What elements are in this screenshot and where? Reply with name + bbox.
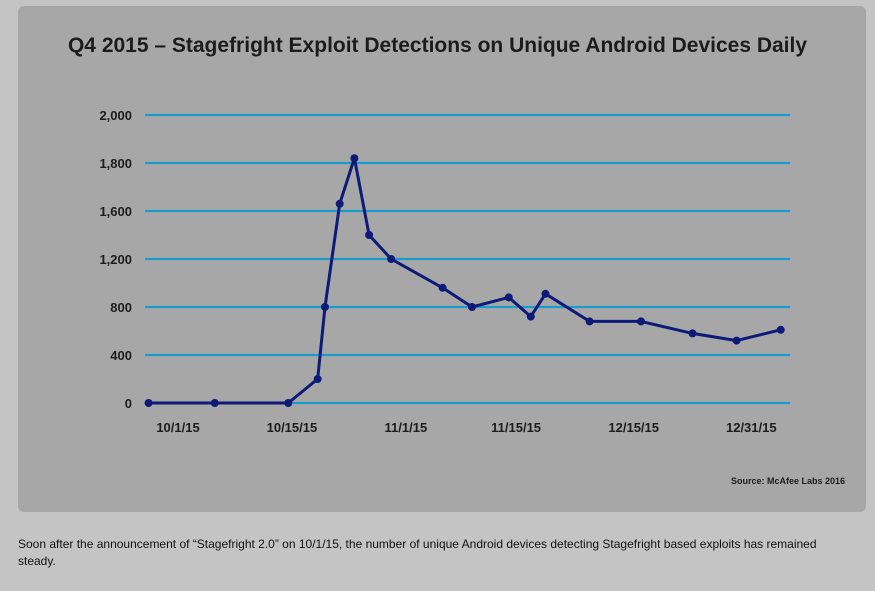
y-tick-label: 2,000 [99, 108, 132, 123]
data-point [365, 231, 374, 239]
y-tick-label: 1,200 [99, 252, 132, 267]
y-tick-label: 1,800 [99, 156, 132, 171]
y-tick-label: 800 [110, 300, 132, 315]
data-point [284, 399, 293, 407]
chart-title: Q4 2015 – Stagefright Exploit Detections… [67, 34, 808, 57]
data-point [313, 375, 322, 383]
data-point [144, 399, 153, 407]
x-tick-label: 11/1/15 [385, 420, 428, 435]
data-point [350, 154, 359, 163]
data-point [504, 293, 513, 302]
data-point [335, 199, 344, 208]
data-point [585, 317, 594, 326]
data-point [776, 325, 785, 334]
chart-source: Source: McAfee Labs 2016 [730, 476, 845, 486]
data-point [387, 255, 396, 263]
data-point [637, 317, 646, 326]
x-tick-label: 12/31/15 [726, 420, 777, 435]
series-line [148, 156, 782, 405]
data-point [526, 312, 535, 321]
x-tick-label: 11/15/15 [491, 420, 541, 435]
data-point [321, 303, 329, 311]
data-point [438, 283, 447, 292]
y-tick-label: 400 [110, 348, 132, 363]
x-tick-label: 10/1/15 [156, 420, 199, 435]
x-tick-label: 12/15/15 [608, 420, 659, 435]
data-point [210, 399, 219, 407]
data-point [688, 329, 697, 338]
chart-caption: Soon after the announcement of “Stagefri… [18, 537, 817, 568]
x-tick-label: 10/15/15 [267, 420, 318, 435]
y-tick-label: 0 [125, 396, 132, 411]
data-point [541, 289, 550, 298]
y-tick-label: 1,600 [99, 204, 132, 219]
data-point [732, 336, 741, 345]
data-point [468, 303, 476, 311]
